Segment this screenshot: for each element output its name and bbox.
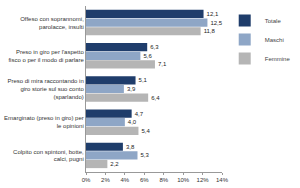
svg-text:2,2: 2,2	[110, 161, 119, 167]
svg-text:4,7: 4,7	[135, 111, 144, 117]
svg-text:6,3: 6,3	[150, 44, 159, 50]
svg-text:Totale: Totale	[265, 18, 282, 24]
svg-text:12,5: 12,5	[210, 20, 222, 26]
svg-text:5,1: 5,1	[139, 77, 148, 83]
svg-text:Offeso con soprannomi,parolacc: Offeso con soprannomi,parolacce, insulti	[20, 16, 84, 30]
svg-text:12,1: 12,1	[207, 11, 219, 17]
svg-text:3,8: 3,8	[126, 144, 135, 150]
svg-text:5,4: 5,4	[141, 128, 150, 134]
svg-text:Colpito con spintoni, botte,ca: Colpito con spintoni, botte,calci, pugni	[13, 149, 84, 163]
svg-text:6,4: 6,4	[151, 95, 160, 101]
svg-text:0%: 0%	[82, 177, 91, 183]
svg-text:2%: 2%	[101, 177, 110, 183]
svg-text:Preso in giro per l'aspettofis: Preso in giro per l'aspettofisco o per i…	[8, 49, 84, 63]
svg-text:Femmine: Femmine	[265, 56, 291, 62]
svg-text:5,6: 5,6	[143, 53, 152, 59]
svg-text:4,0: 4,0	[128, 119, 137, 125]
svg-text:Preso di mira raccontando ingi: Preso di mira raccontando ingiro storie …	[7, 78, 84, 100]
svg-text:14%: 14%	[216, 177, 229, 183]
svg-text:6%: 6%	[140, 177, 149, 183]
svg-text:Maschi: Maschi	[265, 37, 284, 43]
svg-text:8%: 8%	[159, 177, 168, 183]
svg-text:3,9: 3,9	[127, 86, 136, 92]
svg-text:12%: 12%	[197, 177, 210, 183]
svg-text:7,1: 7,1	[158, 61, 167, 67]
svg-text:10%: 10%	[177, 177, 190, 183]
svg-text:4%: 4%	[121, 177, 130, 183]
svg-text:Emarginato (preso in giro) per: Emarginato (preso in giro) perle opinion…	[4, 115, 84, 129]
svg-text:11,8: 11,8	[204, 28, 216, 34]
svg-text:5,3: 5,3	[140, 152, 149, 158]
